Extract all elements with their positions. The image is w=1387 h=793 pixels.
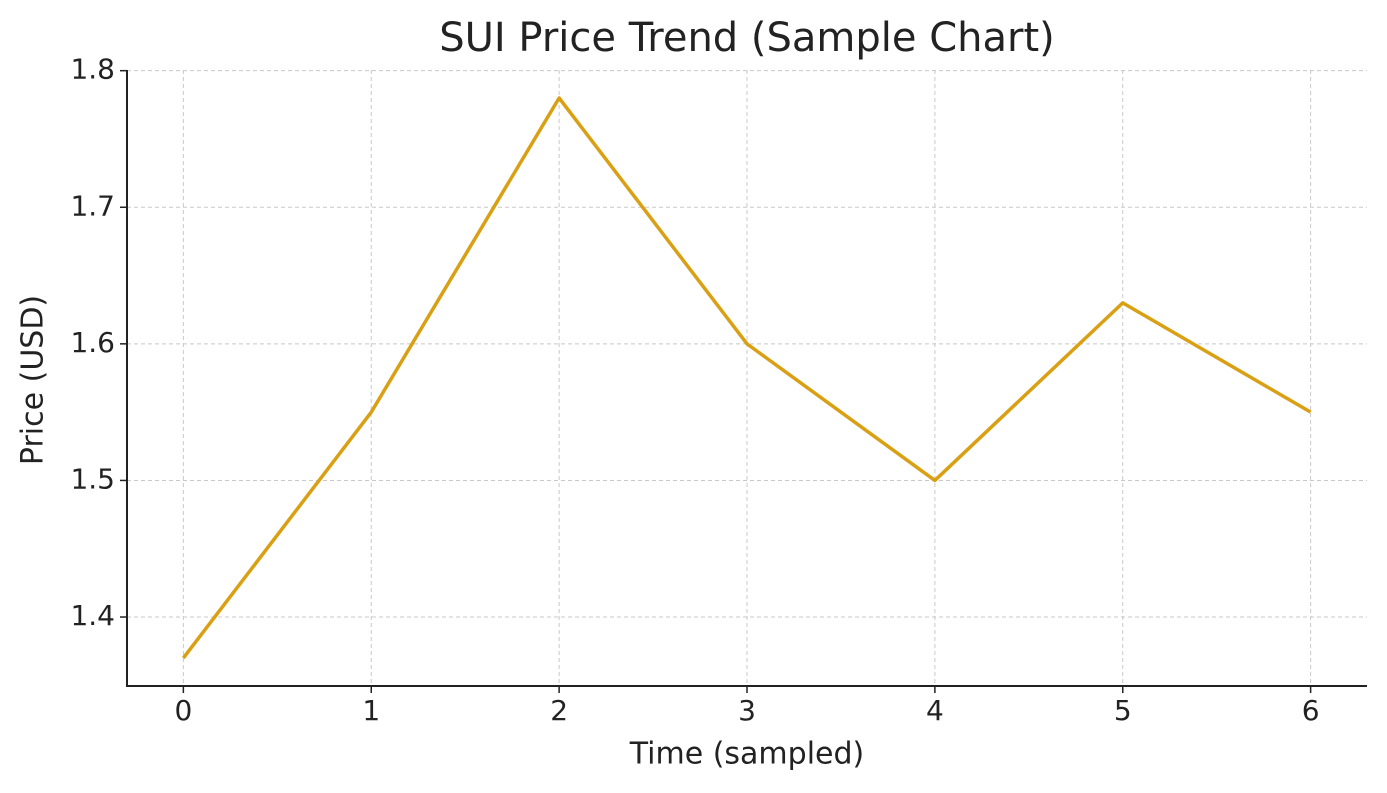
price-line	[181, 96, 1312, 660]
x-tick-label: 0	[174, 694, 192, 727]
y-tick-label: 1.4	[70, 599, 115, 632]
x-axis-label: Time (sampled)	[629, 737, 864, 772]
y-tick-label: 1.8	[70, 53, 115, 86]
x-tick-label: 4	[926, 694, 944, 727]
y-tick-label: 1.5	[70, 462, 115, 495]
y-tick-label: 1.6	[70, 326, 115, 359]
x-tick-label: 2	[550, 694, 568, 727]
x-tick-label: 6	[1302, 694, 1320, 727]
y-axis-label: Price (USD)	[16, 295, 51, 465]
x-tick-label: 3	[738, 694, 756, 727]
chart-title: SUI Price Trend (Sample Chart)	[439, 15, 1055, 61]
x-tick-label: 5	[1114, 694, 1132, 727]
y-tick-label: 1.7	[70, 189, 115, 222]
x-tick-label: 1	[362, 694, 380, 727]
